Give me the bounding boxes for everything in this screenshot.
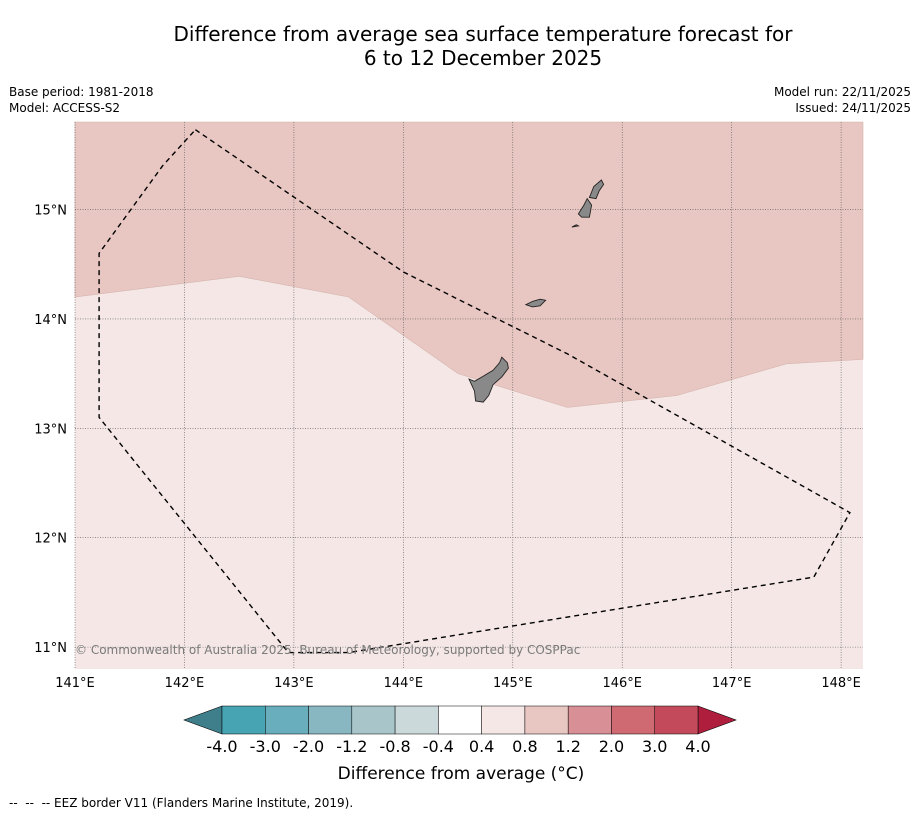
colorbar-swatch: [438, 705, 482, 735]
colorbar-swatch: [265, 705, 309, 735]
colorbar-tick-label: 4.0: [685, 737, 711, 756]
colorbar-swatch: [308, 705, 353, 735]
title-line-1: Difference from average sea surface temp…: [173, 22, 793, 46]
colorbar-title: Difference from average (°C): [337, 764, 585, 784]
colorbar-tick-label: -0.4: [422, 737, 454, 756]
island-saipan: [588, 179, 605, 200]
colorbar-swatch: [524, 705, 569, 735]
colorbar-tick-label: -1.2: [336, 737, 368, 756]
lat-tick-label: 12°N: [34, 532, 67, 547]
meta-right: Model run: 22/11/2025 Issued: 24/11/2025: [774, 84, 911, 116]
lat-tick-label: 15°N: [34, 204, 67, 219]
colorbar-tick-label: 0.8: [512, 737, 538, 756]
colorbar-swatch: [394, 705, 439, 735]
colorbar-swatch: [567, 705, 612, 735]
base-period: Base period: 1981-2018: [9, 85, 154, 99]
lon-tick-label: 147°E: [712, 676, 752, 691]
lon-tick-label: 143°E: [274, 676, 314, 691]
eez-border: [98, 128, 851, 654]
island-guam: [468, 356, 509, 403]
colorbar-tick-label: 3.0: [641, 737, 668, 756]
colorbar-tick-label: 0.4: [468, 737, 495, 756]
colorbar-low-extension: [183, 705, 223, 735]
anomaly-band-high: [74, 121, 864, 408]
colorbar-swatch: [351, 705, 396, 735]
colorbar-high-extension: [697, 705, 737, 735]
colorbar-tick-label: -4.0: [206, 737, 238, 756]
lon-tick-label: 148°E: [821, 676, 861, 691]
meta-left: Base period: 1981-2018 Model: ACCESS-S2: [9, 84, 154, 116]
title-line-2: 6 to 12 December 2025: [363, 46, 603, 70]
model-run: Model run: 22/11/2025: [773, 85, 911, 99]
lat-tick-label: 14°N: [34, 313, 67, 328]
issued-date: Issued: 24/11/2025: [795, 101, 911, 115]
island-tinian: [577, 197, 593, 218]
lat-tick-label: 11°N: [34, 641, 67, 656]
colorbar-tick-label: -2.0: [292, 737, 325, 756]
colorbar-swatch: [611, 705, 655, 735]
colorbar-tick-label: -3.0: [249, 737, 281, 756]
model-name: Model: ACCESS-S2: [9, 101, 121, 115]
eez-legend: -- -- -- EEZ border V11 (Flanders Marine…: [9, 796, 354, 810]
chart-title: Difference from average sea surface temp…: [0, 22, 919, 70]
lat-tick-label: 13°N: [34, 422, 67, 437]
colorbar-swatch: [654, 705, 699, 735]
lon-tick-label: 144°E: [384, 676, 424, 691]
copyright-notice: © Commonwealth of Australia 2025, Bureau…: [75, 643, 580, 657]
lon-tick-label: 146°E: [602, 676, 642, 691]
lon-tick-label: 142°E: [165, 676, 205, 691]
island-rota: [524, 298, 547, 308]
colorbar-tick-label: 1.2: [555, 737, 581, 756]
colorbar-swatch: [221, 705, 266, 735]
colorbar-swatch: [481, 705, 526, 735]
island-aguijan: [571, 224, 580, 228]
lon-tick-label: 145°E: [493, 676, 533, 691]
lon-tick-label: 141°E: [55, 676, 95, 691]
colorbar-tick-label: -0.8: [379, 737, 411, 756]
colorbar-tick-label: 2.0: [598, 737, 625, 756]
